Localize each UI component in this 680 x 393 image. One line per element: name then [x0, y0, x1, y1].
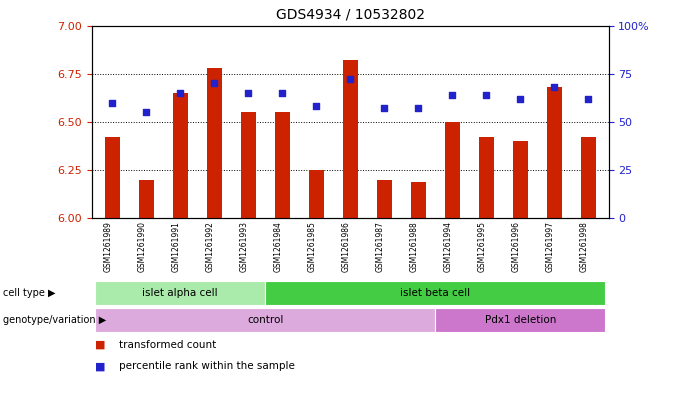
Text: GSM1261984: GSM1261984 [273, 221, 282, 272]
Bar [241, 112, 256, 218]
Text: GSM1261997: GSM1261997 [545, 221, 554, 272]
Text: GSM1261986: GSM1261986 [341, 221, 350, 272]
Text: GSM1261996: GSM1261996 [511, 221, 520, 272]
Bar [343, 60, 358, 218]
Text: genotype/variation ▶: genotype/variation ▶ [3, 315, 107, 325]
Bar [95, 308, 435, 332]
Bar [513, 141, 528, 218]
Title: GDS4934 / 10532802: GDS4934 / 10532802 [275, 7, 425, 22]
Bar [139, 180, 154, 218]
Text: control: control [247, 315, 284, 325]
Text: GSM1261989: GSM1261989 [103, 221, 112, 272]
Text: islet alpha cell: islet alpha cell [142, 288, 218, 298]
Point [107, 99, 118, 106]
Point [277, 90, 288, 96]
Text: percentile rank within the sample: percentile rank within the sample [119, 361, 295, 371]
Bar [265, 281, 605, 305]
Text: ■: ■ [95, 361, 105, 371]
Point [243, 90, 254, 96]
Bar [435, 308, 605, 332]
Text: GSM1261990: GSM1261990 [137, 221, 146, 272]
Point [413, 105, 424, 112]
Bar [309, 170, 324, 218]
Text: islet beta cell: islet beta cell [400, 288, 471, 298]
Point [345, 76, 356, 83]
Text: transformed count: transformed count [119, 340, 216, 350]
Text: ■: ■ [95, 340, 105, 350]
Text: GSM1261994: GSM1261994 [443, 221, 452, 272]
Point [141, 109, 152, 116]
Point [447, 92, 458, 98]
Point [481, 92, 492, 98]
Bar [173, 93, 188, 218]
Point [549, 84, 560, 90]
Point [379, 105, 390, 112]
Bar [207, 68, 222, 218]
Bar [275, 112, 290, 218]
Bar [411, 182, 426, 218]
Bar [105, 137, 120, 218]
Bar [445, 122, 460, 218]
Bar [377, 180, 392, 218]
Text: GSM1261993: GSM1261993 [239, 221, 248, 272]
Text: GSM1261985: GSM1261985 [307, 221, 316, 272]
Text: GSM1261987: GSM1261987 [375, 221, 384, 272]
Bar [479, 137, 494, 218]
Text: GSM1261998: GSM1261998 [579, 221, 588, 272]
Point [583, 95, 594, 102]
Point [515, 95, 526, 102]
Point [209, 80, 220, 86]
Text: GSM1261991: GSM1261991 [171, 221, 180, 272]
Text: GSM1261992: GSM1261992 [205, 221, 214, 272]
Bar [547, 87, 562, 218]
Text: cell type ▶: cell type ▶ [3, 288, 56, 298]
Bar [95, 281, 265, 305]
Bar [581, 137, 596, 218]
Text: GSM1261995: GSM1261995 [477, 221, 486, 272]
Text: Pdx1 deletion: Pdx1 deletion [485, 315, 556, 325]
Point [311, 103, 322, 110]
Point [175, 90, 186, 96]
Text: GSM1261988: GSM1261988 [409, 221, 418, 272]
